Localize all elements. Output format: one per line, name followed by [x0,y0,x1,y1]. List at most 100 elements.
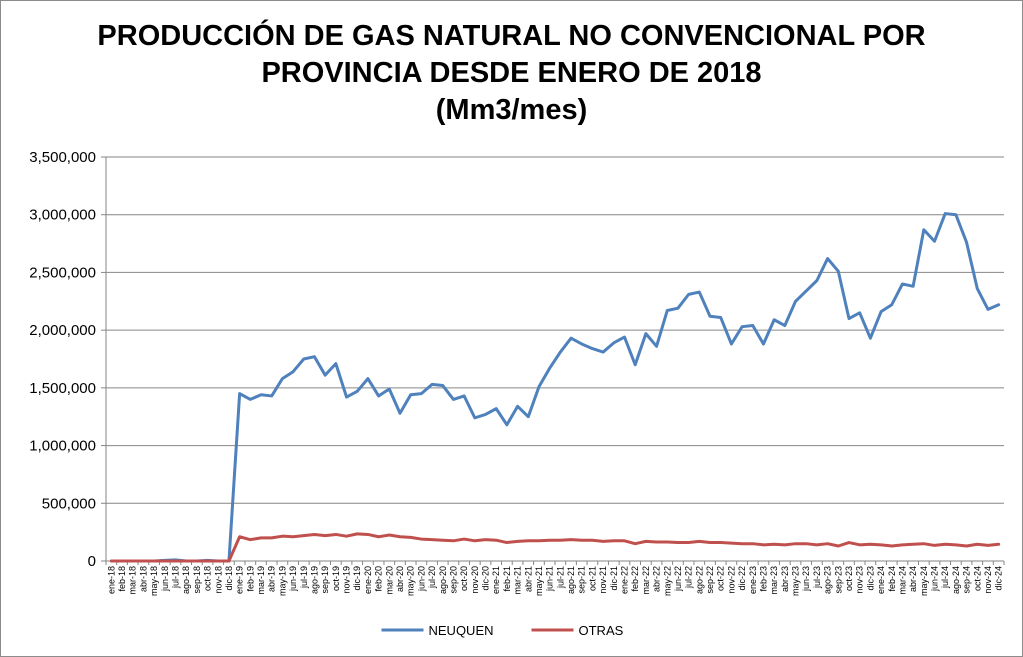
x-tick-label: nov-23 [855,566,865,594]
x-tick-label: ago-19 [309,566,319,594]
x-tick-label: feb-18 [117,566,127,592]
legend-label-otras: OTRAS [579,623,624,638]
x-tick-label: jul-21 [555,566,565,589]
x-tick-label: ago-24 [951,566,961,594]
x-tick-label: ene-22 [619,566,629,594]
x-tick-label: jul-23 [812,566,822,589]
x-tick-label: jun-20 [416,566,426,592]
x-tick-label: jul-22 [684,566,694,589]
chart-title-line-3: (Mm3/mes) [435,94,588,126]
series-line-otras [109,532,1001,563]
x-tick-label: feb-22 [630,566,640,592]
x-tick-label: may-19 [277,566,287,596]
chart-title-line-2: PROVINCIA DESDE ENERO DE 2018 [261,57,762,89]
x-tick-label: abr-22 [652,566,662,592]
x-tick-label: jun-23 [801,566,811,592]
x-tick-label: may-21 [534,566,544,596]
x-tick-label: nov-21 [598,566,608,594]
y-tick-label: 2,500,000 [29,264,96,281]
gridlines [106,156,1004,504]
x-tick-label: mar-18 [128,566,138,595]
series-line-neuquen [109,212,1001,563]
y-tick-label: 3,000,000 [29,207,96,224]
x-tick-label: ene-18 [106,566,116,594]
y-tick-label: 500,000 [42,495,96,512]
y-tick-label: 3,500,000 [29,149,96,166]
x-tick-label: may-24 [919,566,929,596]
y-tick-label: 1,500,000 [29,380,96,397]
x-tick-label: ene-21 [491,566,501,594]
x-tick-label: jun-21 [545,566,555,592]
x-tick-label: sep-23 [833,566,843,594]
x-tick-label: nov-22 [726,566,736,594]
x-tick-label: abr-18 [138,566,148,592]
x-tick-label: oct-20 [459,566,469,591]
x-axis-tick-labels: ene-18 feb-18 mar-18 abr-18 may-18 jun-18 jul-… [106,566,1003,596]
x-tick-label: feb-21 [502,566,512,592]
x-tick-label: may-22 [662,566,672,596]
x-tick-label: sep-19 [320,566,330,594]
x-tick-label: dic-19 [352,566,362,591]
x-tick-label: mar-22 [641,566,651,595]
x-tick-label: mar-19 [256,566,266,595]
x-tick-label: sep-21 [577,566,587,594]
legend-label-neuquen: NEUQUEN [429,623,494,638]
x-tick-label: dic-22 [737,566,747,591]
chart-title-line-1: PRODUCCIÓN DE GAS NATURAL NO CONVENCIONA… [97,20,926,52]
x-tick-label: ene-23 [748,566,758,594]
x-tick-label: jul-20 [427,566,437,589]
x-tick-label: feb-24 [887,566,897,592]
x-tick-label: mar-24 [897,566,907,595]
x-tick-label: abr-24 [908,566,918,592]
x-tick-label: sep-18 [192,566,202,594]
x-tick-label: nov-19 [342,566,352,594]
y-tick-label: 1,000,000 [29,438,96,455]
axes [101,156,1005,565]
series-lines [109,212,1001,563]
x-tick-label: ene-19 [235,566,245,594]
x-tick-label: feb-20 [374,566,384,592]
x-tick-label: jun-24 [930,566,940,592]
x-tick-label: jul-19 [299,566,309,589]
x-tick-label: oct-23 [844,566,854,591]
x-tick-label: oct-21 [587,566,597,591]
y-tick-label: 2,000,000 [29,322,96,339]
x-tick-label: jun-18 [160,566,170,592]
x-tick-label: dic-18 [224,566,234,591]
x-tick-label: feb-23 [758,566,768,592]
x-tick-label: oct-22 [716,566,726,591]
x-tick-label: dic-20 [481,566,491,591]
x-tick-label: abr-20 [395,566,405,592]
x-tick-label: nov-20 [470,566,480,594]
x-tick-label: jun-19 [288,566,298,592]
x-tick-label: oct-24 [972,566,982,591]
x-tick-label: jul-18 [170,566,180,589]
x-tick-label: ago-22 [694,566,704,594]
x-tick-label: abr-19 [267,566,277,592]
x-tick-label: jun-22 [673,566,683,592]
x-tick-label: ago-20 [438,566,448,594]
x-tick-label: feb-19 [245,566,255,592]
x-tick-label: mar-23 [769,566,779,595]
chart-title: PRODUCCIÓN DE GAS NATURAL NO CONVENCIONA… [0,18,1023,129]
x-tick-label: oct-18 [203,566,213,591]
x-tick-label: abr-21 [523,566,533,592]
x-tick-label: abr-23 [780,566,790,592]
x-tick-label: dic-21 [609,566,619,591]
x-tick-label: ago-23 [823,566,833,594]
x-tick-label: dic-23 [865,566,875,591]
x-tick-label: nov-24 [983,566,993,594]
x-tick-label: sep-22 [705,566,715,594]
y-axis-tick-labels: 0 500,000 1,000,000 1,500,000 2,000,000 2,500… [29,149,96,570]
x-tick-label: mar-20 [384,566,394,595]
x-tick-label: nov-18 [213,566,223,594]
x-tick-label: may-23 [791,566,801,596]
x-tick-label: sep-24 [962,566,972,594]
x-tick-label: mar-21 [513,566,523,595]
legend: NEUQUEN OTRAS [381,623,624,638]
x-tick-label: may-18 [149,566,159,596]
x-tick-label: ene-20 [363,566,373,594]
x-tick-label: may-20 [406,566,416,596]
